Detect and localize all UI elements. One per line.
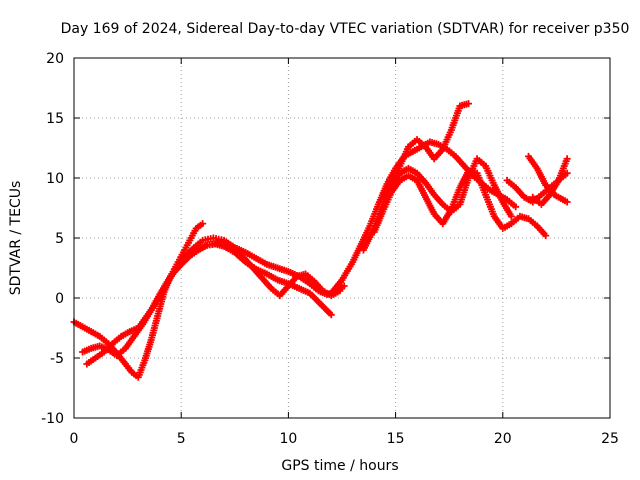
data-point <box>327 311 335 319</box>
series-track-g <box>387 100 472 194</box>
data-point <box>507 212 515 220</box>
y-tick-label: -10 <box>41 411 64 427</box>
series-track-k <box>529 155 571 208</box>
x-tick-label: 25 <box>601 431 619 447</box>
y-tick-label: 5 <box>55 231 64 247</box>
y-tick-label: 15 <box>46 111 64 127</box>
data-point <box>464 100 472 108</box>
data-point <box>563 155 571 163</box>
data-point <box>512 203 520 211</box>
series-track-a <box>70 220 207 381</box>
data-point <box>336 287 344 295</box>
data-point <box>199 220 207 228</box>
axes: 0 5 10 15 20 25 -10 -5 0 5 10 15 20 <box>41 51 619 447</box>
y-axis-label: SDTVAR / TECUs <box>8 181 24 296</box>
series-track-d <box>177 239 344 300</box>
x-tick-label: 15 <box>387 431 405 447</box>
x-tick-label: 20 <box>494 431 512 447</box>
x-tick-label: 0 <box>70 431 79 447</box>
y-tick-label: -5 <box>50 351 64 367</box>
series-track-e <box>327 138 520 297</box>
data-point <box>542 232 550 240</box>
series-track-c <box>83 240 335 368</box>
y-tick-label: 10 <box>46 171 64 187</box>
chart-title: Day 169 of 2024, Sidereal Day-to-day VTE… <box>61 21 630 37</box>
y-tick-label: 0 <box>55 291 64 307</box>
data-point <box>563 198 571 206</box>
data-points <box>70 100 571 381</box>
x-tick-label: 5 <box>177 431 186 447</box>
x-axis-label: GPS time / hours <box>281 458 398 474</box>
x-tick-label: 10 <box>279 431 297 447</box>
y-tick-label: 20 <box>46 51 64 67</box>
gridlines <box>74 58 610 418</box>
data-point <box>340 282 348 290</box>
series-track-h <box>370 167 550 240</box>
